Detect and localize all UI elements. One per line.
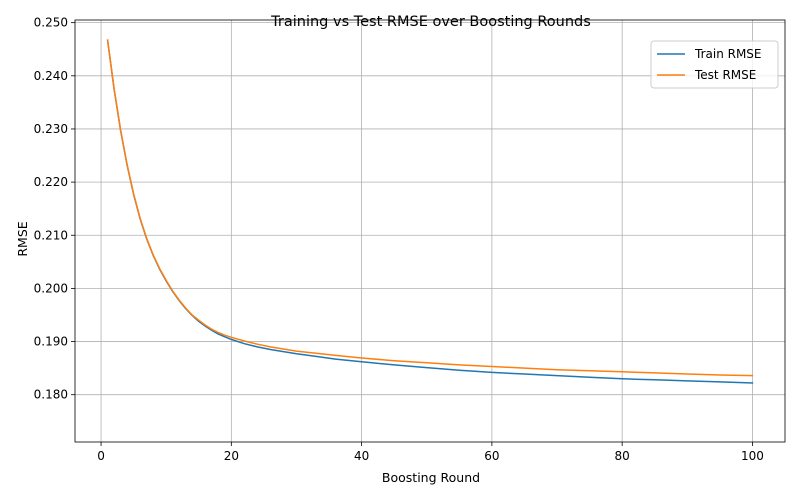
x-tick-label: 40 — [354, 449, 369, 463]
y-axis-label: RMSE — [15, 221, 30, 256]
chart-title: Training vs Test RMSE over Boosting Roun… — [270, 14, 591, 30]
test-rmse-line — [106, 39, 754, 377]
x-tick-label: 60 — [484, 449, 499, 463]
x-tick-label: 100 — [741, 449, 764, 463]
y-tick-label: 0.240 — [34, 69, 68, 83]
x-axis-label: Boosting Round — [382, 470, 480, 485]
legend-label-test: Test RMSE — [694, 68, 756, 82]
y-tick-label: 0.220 — [34, 175, 68, 189]
y-tick-label: 0.210 — [34, 228, 68, 242]
x-axis-ticks: 0 20 40 60 80 100 — [97, 442, 764, 463]
y-tick-label: 0.180 — [34, 388, 68, 402]
y-tick-label: 0.190 — [34, 335, 68, 349]
y-tick-label: 0.230 — [34, 122, 68, 136]
legend-label-train: Train RMSE — [694, 47, 762, 61]
x-tick-label: 20 — [224, 449, 239, 463]
x-tick-label: 0 — [97, 449, 105, 463]
legend-box — [650, 40, 779, 89]
y-tick-label: 0.200 — [34, 281, 68, 295]
series-lines — [106, 39, 754, 384]
y-axis-ticks: 0.180 0.190 0.200 0.210 0.220 0.230 0.240 0.250 — [34, 16, 75, 402]
legend: Train RMSE Test RMSE — [650, 40, 779, 89]
grid-lines — [75, 20, 785, 442]
y-tick-label: 0.250 — [34, 16, 68, 30]
x-tick-label: 80 — [615, 449, 630, 463]
plot-frame — [74, 19, 786, 443]
